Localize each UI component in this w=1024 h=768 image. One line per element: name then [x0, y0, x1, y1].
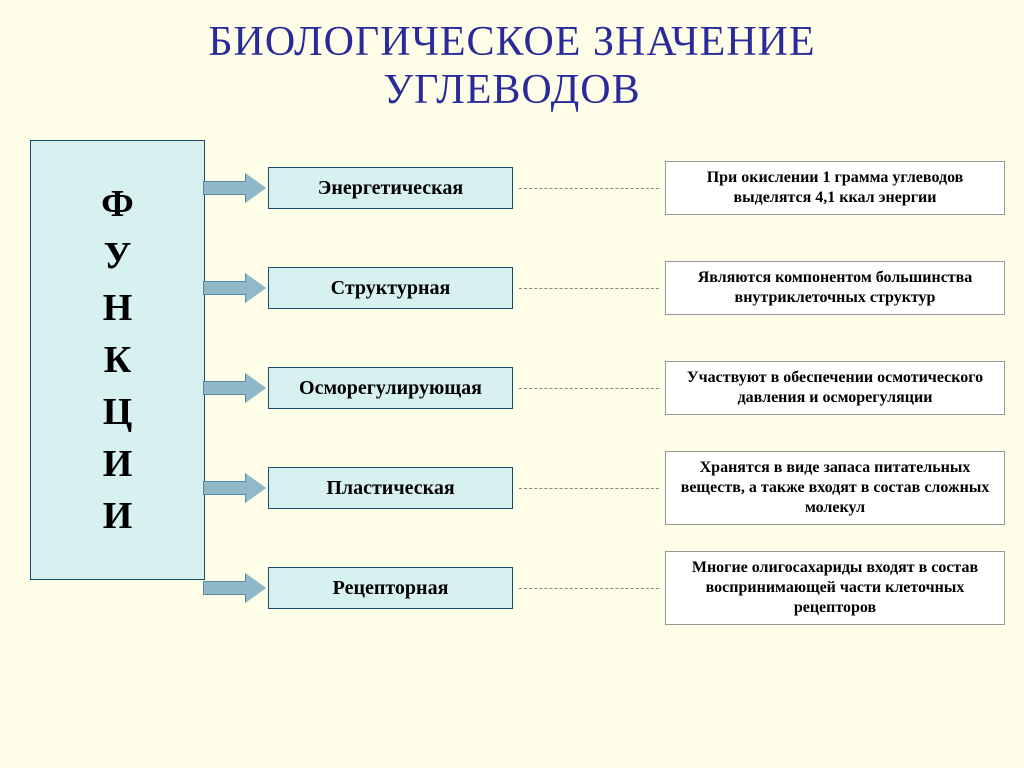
connector-dash	[519, 388, 659, 389]
function-row: ПластическаяХранятся в виде запаса питат…	[205, 458, 1005, 518]
function-row: РецепторнаяМногие олигосахариды входят в…	[205, 558, 1005, 618]
description-box: Участвуют в обеспечении осмотического да…	[665, 361, 1005, 415]
functions-letter: Ф	[101, 185, 134, 223]
connector-dash	[519, 488, 659, 489]
description-box: Хранятся в виде запаса питательных вещес…	[665, 451, 1005, 525]
functions-letter: И	[103, 497, 133, 535]
functions-box: ФУНКЦИИ	[30, 140, 205, 580]
arrow-icon	[203, 274, 268, 302]
functions-letter: Н	[103, 289, 133, 327]
functions-letters: ФУНКЦИИ	[101, 185, 134, 535]
connector-dash	[519, 188, 659, 189]
functions-letter: Ц	[103, 393, 133, 431]
category-box: Рецепторная	[268, 567, 513, 609]
arrow-icon	[203, 574, 268, 602]
title-line-2: УГЛЕВОДОВ	[383, 67, 640, 113]
title-line-1: БИОЛОГИЧЕСКОЕ ЗНАЧЕНИЕ	[208, 19, 815, 65]
description-box: Многие олигосахариды входят в состав вос…	[665, 551, 1005, 625]
category-box: Осморегулирующая	[268, 367, 513, 409]
arrow-icon	[203, 374, 268, 402]
description-box: При окислении 1 грамма углеводов выделят…	[665, 161, 1005, 215]
category-box: Пластическая	[268, 467, 513, 509]
function-row: Структурная Являются компонентом большинс…	[205, 258, 1005, 318]
connector-dash	[519, 588, 659, 589]
arrow-icon	[203, 474, 268, 502]
category-box: Структурная	[268, 267, 513, 309]
functions-letter: У	[104, 237, 132, 275]
diagram-area: ФУНКЦИИ ЭнергетическаяПри окислении 1 гр…	[30, 140, 1000, 740]
functions-letter: К	[104, 341, 132, 379]
function-row: Энергетическая При окислении 1 грамма угл…	[205, 158, 1005, 218]
functions-letter: И	[103, 445, 133, 483]
description-box: Являются компонентом большинства внутрик…	[665, 261, 1005, 315]
connector-dash	[519, 288, 659, 289]
arrow-icon	[203, 174, 268, 202]
category-box: Энергетическая	[268, 167, 513, 209]
page-title: БИОЛОГИЧЕСКОЕ ЗНАЧЕНИЕ УГЛЕВОДОВ	[0, 0, 1024, 115]
function-row: Осморегулирующая Участвуют в обеспечении …	[205, 358, 1005, 418]
